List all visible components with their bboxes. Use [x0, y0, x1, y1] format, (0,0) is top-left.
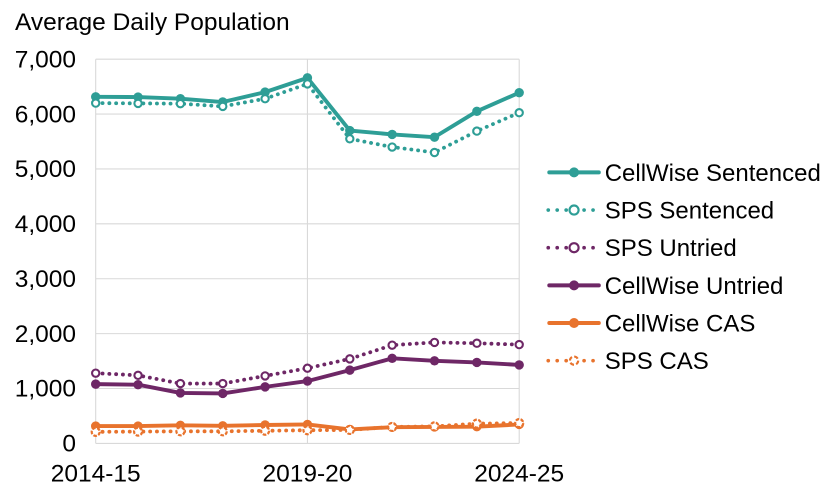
svg-text:CellWise Sentenced: CellWise Sentenced [605, 160, 821, 187]
svg-text:0: 0 [62, 431, 76, 458]
svg-text:CellWise Untried: CellWise Untried [605, 273, 784, 300]
svg-text:5,000: 5,000 [15, 156, 76, 183]
svg-text:6,000: 6,000 [15, 101, 76, 128]
svg-text:SPS CAS: SPS CAS [605, 348, 709, 375]
svg-text:3,000: 3,000 [15, 266, 76, 293]
svg-text:2,000: 2,000 [15, 321, 76, 348]
svg-text:SPS Untried: SPS Untried [605, 235, 737, 262]
svg-text:SPS Sentenced: SPS Sentenced [605, 198, 774, 225]
svg-text:1,000: 1,000 [15, 376, 76, 403]
svg-text:4,000: 4,000 [15, 211, 76, 238]
svg-text:7,000: 7,000 [15, 46, 76, 73]
svg-text:2024-25: 2024-25 [474, 461, 564, 488]
svg-text:2014-15: 2014-15 [51, 461, 141, 488]
svg-text:2019-20: 2019-20 [262, 461, 352, 488]
svg-text:Average Daily Population: Average Daily Population [15, 9, 290, 36]
svg-text:CellWise CAS: CellWise CAS [605, 311, 756, 338]
